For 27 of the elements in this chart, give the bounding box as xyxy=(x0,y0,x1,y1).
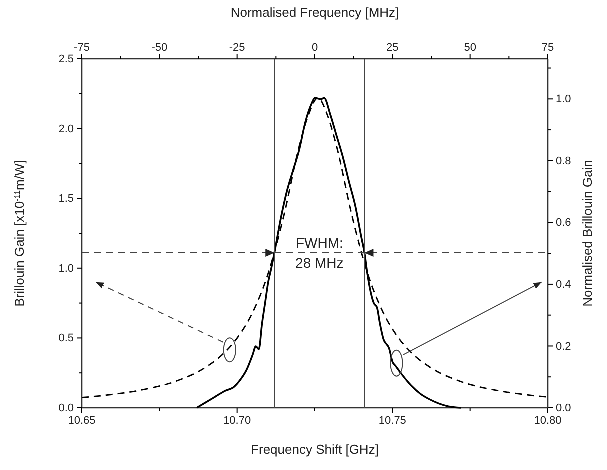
text: 1.0 xyxy=(556,94,572,106)
text: 1.0 xyxy=(58,262,74,275)
x-tick-label: 10.75 xyxy=(378,414,406,427)
text: 10.80 xyxy=(534,414,562,427)
y-tick-label: 1.5 xyxy=(58,193,74,206)
x2-tick-label: 50 xyxy=(464,42,476,54)
x2-tick-label: -75 xyxy=(74,42,90,54)
text: 0.0 xyxy=(556,402,572,415)
x2-tick-label: -50 xyxy=(152,42,168,54)
y2-tick-label: 0.8 xyxy=(556,155,572,168)
x2-tick-label: 25 xyxy=(386,42,399,54)
x2-tick-label: -25 xyxy=(229,42,246,54)
x-axis-title: Frequency Shift [GHz] xyxy=(251,442,379,457)
annotation: FWHM: 28 MHz xyxy=(296,235,344,272)
x-tick-label: 10.65 xyxy=(68,414,96,427)
y-tick-label: 0.5 xyxy=(58,332,74,345)
x2-tick-label: 75 xyxy=(542,42,554,54)
x2-tick-label: 0 xyxy=(312,42,318,54)
y-tick-label: 2.5 xyxy=(58,54,74,66)
y2-axis-title: Normalised Brillouin Gain xyxy=(580,160,595,307)
y2-tick-label: 0.6 xyxy=(556,217,572,230)
y2-tick-label: 0.2 xyxy=(556,340,572,353)
text: 0.0 xyxy=(58,402,74,415)
text: 10.70 xyxy=(224,414,252,427)
x2-axis-title: Normalised Frequency [MHz] xyxy=(230,5,400,20)
y2-tick-label: 0.4 xyxy=(556,278,572,291)
text: 2.0 xyxy=(58,123,74,136)
